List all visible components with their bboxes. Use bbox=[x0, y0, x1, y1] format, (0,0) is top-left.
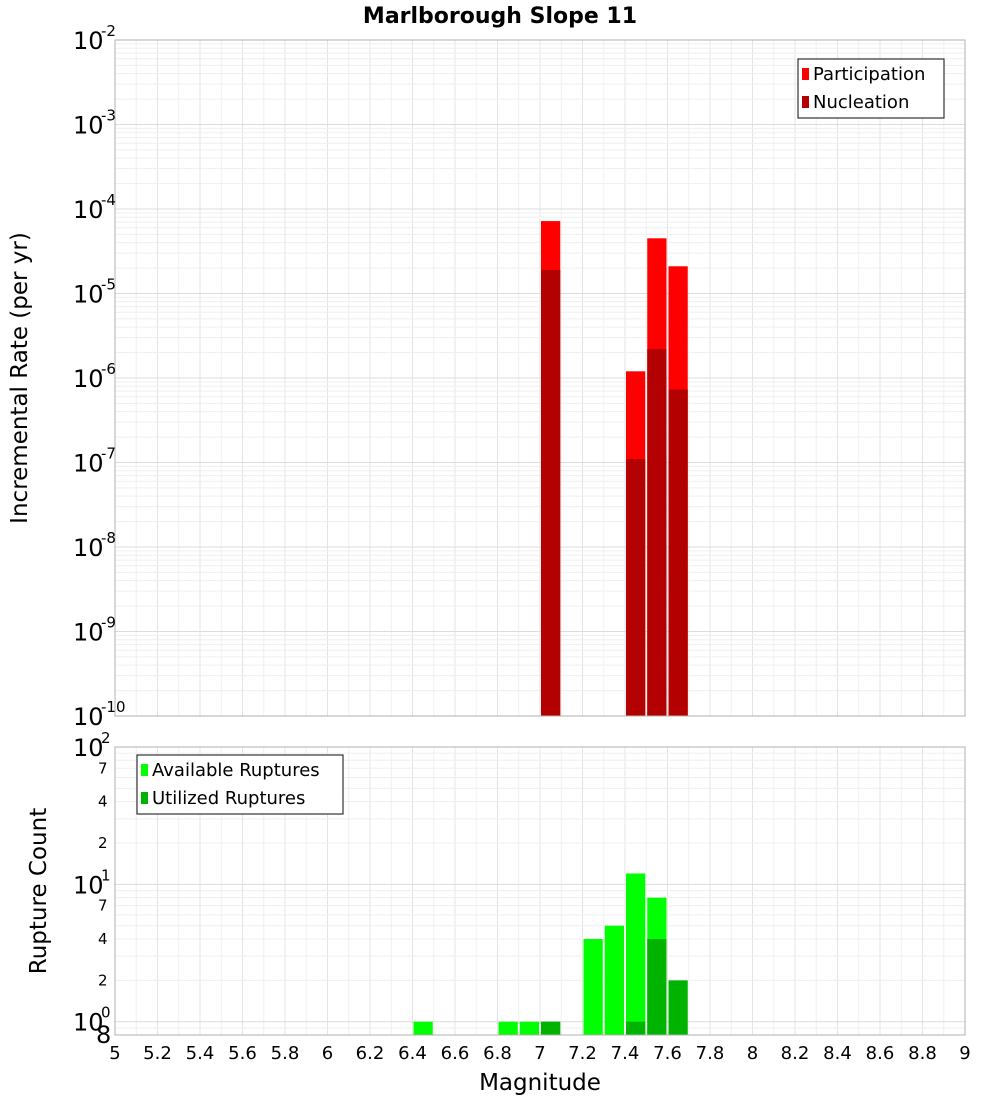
bottom-y-tick-base: 10 bbox=[73, 1009, 104, 1037]
x-tick-label: 5.8 bbox=[271, 1043, 300, 1064]
bottom-y-minor-tick: 2 bbox=[98, 971, 108, 989]
bottom-y-tick-base: 10 bbox=[73, 734, 104, 762]
x-axis-label: Magnitude bbox=[479, 1070, 601, 1096]
top-y-tick-base: 10 bbox=[73, 619, 104, 647]
top-y-tick-base: 10 bbox=[73, 27, 104, 55]
x-tick-label: 8 bbox=[747, 1043, 758, 1064]
bottom-y-minor-tick: 7 bbox=[98, 897, 108, 915]
x-tick-label: 5 bbox=[109, 1043, 120, 1064]
top-legend-label: Participation bbox=[813, 64, 925, 85]
top-legend-swatch bbox=[802, 68, 809, 80]
x-tick-label: 8.2 bbox=[781, 1043, 810, 1064]
bottom-legend-swatch bbox=[141, 792, 148, 804]
top-y-tick-base: 10 bbox=[73, 365, 104, 393]
top-y-tick-base: 10 bbox=[73, 450, 104, 478]
bottom-legend-label: Available Ruptures bbox=[152, 760, 320, 781]
top-bars bbox=[541, 221, 688, 717]
top-legend-swatch bbox=[802, 96, 809, 108]
top-y-tick-exponent: -8 bbox=[101, 529, 116, 547]
bottom-bar-utilized-ruptures bbox=[626, 1021, 646, 1035]
bottom-bar-available-ruptures bbox=[413, 1021, 433, 1035]
bottom-y-minor-tick: 8 bbox=[96, 1021, 111, 1049]
top-grid bbox=[114, 40, 966, 717]
x-tick-label: 8.6 bbox=[866, 1043, 895, 1064]
x-tick-label: 7.6 bbox=[653, 1043, 682, 1064]
top-bar-nucleation bbox=[647, 349, 667, 716]
top-legend-label: Nucleation bbox=[813, 92, 909, 113]
bottom-bar-utilized-ruptures bbox=[647, 939, 667, 1035]
top-y-axis-label: Incremental Rate (per yr) bbox=[7, 232, 33, 524]
top-y-tick-base: 10 bbox=[73, 703, 104, 731]
top-y-tick-exponent: -3 bbox=[101, 107, 116, 125]
x-tick-label: 5.6 bbox=[228, 1043, 257, 1064]
x-tick-label: 7.2 bbox=[568, 1043, 597, 1064]
x-tick-label: 5.2 bbox=[143, 1043, 172, 1064]
top-y-tick-exponent: -2 bbox=[101, 22, 116, 40]
x-tick-label: 9 bbox=[959, 1043, 970, 1064]
bottom-y-tick-exponent: 2 bbox=[101, 729, 111, 747]
bottom-plot-frame bbox=[114, 746, 966, 1036]
top-y-tick-base: 10 bbox=[73, 112, 104, 140]
top-y-tick-base: 10 bbox=[73, 534, 104, 562]
x-tick-label: 7.4 bbox=[611, 1043, 640, 1064]
top-bar-nucleation bbox=[541, 269, 561, 716]
x-tick-label: 6.8 bbox=[483, 1043, 512, 1064]
top-y-tick-base: 10 bbox=[73, 281, 104, 309]
bottom-y-minor-tick: 2 bbox=[98, 834, 108, 852]
top-bar-nucleation bbox=[668, 389, 688, 716]
bottom-bar-available-ruptures bbox=[498, 1021, 518, 1035]
x-tick-label: 7 bbox=[534, 1043, 545, 1064]
top-legend-box bbox=[797, 58, 945, 119]
x-tick-label: 6.6 bbox=[441, 1043, 470, 1064]
x-tick-label: 7.8 bbox=[696, 1043, 725, 1064]
top-y-tick-exponent: -4 bbox=[101, 191, 116, 209]
bottom-y-tick-exponent: 0 bbox=[101, 1004, 111, 1022]
x-tick-label: 6.2 bbox=[356, 1043, 385, 1064]
bottom-y-axis-label: Rupture Count bbox=[26, 808, 52, 974]
top-bar-nucleation bbox=[626, 459, 646, 716]
x-tick-label: 6 bbox=[322, 1043, 333, 1064]
x-tick-label: 8.4 bbox=[823, 1043, 852, 1064]
bottom-bars bbox=[413, 873, 688, 1035]
top-y-tick-exponent: -10 bbox=[101, 698, 126, 716]
bottom-legend-box bbox=[136, 754, 344, 815]
x-ticks: 5 5.2 5.4 5.6 5.8 6 6.2 6.4 6.6 6.8 7 7.2 7.4 7.6 7.8 8… bbox=[109, 1043, 970, 1064]
bottom-y-tick-base: 10 bbox=[73, 871, 104, 899]
bottom-bar-available-ruptures bbox=[519, 1021, 539, 1035]
top-y-tick-exponent: -6 bbox=[101, 360, 116, 378]
bottom-y-tick-exponent: 1 bbox=[101, 866, 111, 884]
bottom-y-minor-tick: 4 bbox=[98, 930, 108, 948]
chart-title: Marlborough Slope 11 bbox=[363, 4, 637, 29]
x-tick-label: 6.4 bbox=[398, 1043, 427, 1064]
top-y-tick-exponent: -9 bbox=[101, 614, 116, 632]
bottom-y-minor-tick: 4 bbox=[98, 793, 108, 811]
bottom-legend-swatch bbox=[141, 764, 148, 776]
top-legend: Participation Nucleation bbox=[797, 58, 945, 119]
top-plot-frame bbox=[114, 39, 966, 717]
bottom-bar-available-ruptures bbox=[604, 925, 624, 1035]
bottom-y-minor-tick: 7 bbox=[98, 759, 108, 777]
bottom-bar-available-ruptures bbox=[626, 873, 646, 1035]
bottom-bar-utilized-ruptures bbox=[541, 1021, 561, 1035]
top-y-tick-exponent: -5 bbox=[101, 276, 116, 294]
bottom-legend: Available Ruptures Utilized Ruptures bbox=[136, 754, 344, 815]
top-y-tick-base: 10 bbox=[73, 196, 104, 224]
bottom-legend-label: Utilized Ruptures bbox=[152, 788, 305, 809]
x-tick-label: 8.8 bbox=[908, 1043, 937, 1064]
top-y-tick-exponent: -7 bbox=[101, 445, 116, 463]
bottom-bar-available-ruptures bbox=[583, 939, 603, 1035]
x-tick-label: 5.4 bbox=[186, 1043, 215, 1064]
bottom-bar-utilized-ruptures bbox=[668, 980, 688, 1035]
